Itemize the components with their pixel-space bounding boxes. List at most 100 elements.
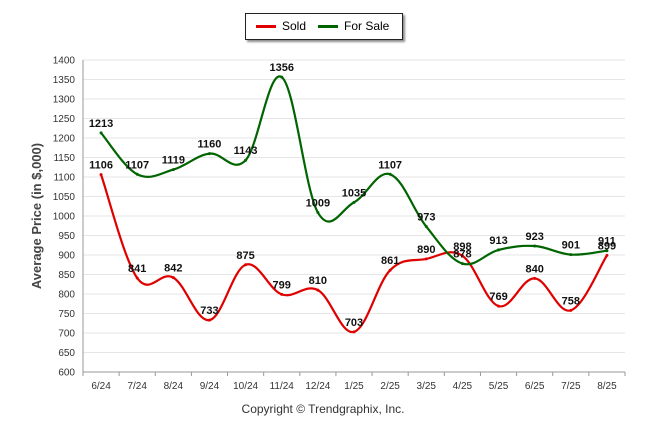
data-point-sold[interactable]	[605, 253, 609, 257]
data-point-sold[interactable]	[569, 308, 573, 312]
x-tick-label: 4/25	[453, 381, 473, 392]
data-label-sold: 875	[236, 250, 254, 262]
data-label-sold: 898	[453, 241, 471, 253]
y-tick-label: 1000	[53, 212, 76, 223]
x-tick-label: 3/25	[417, 381, 437, 392]
legend-swatch-for-sale	[318, 24, 338, 28]
y-tick-label: 600	[58, 368, 75, 379]
data-point-sold[interactable]	[460, 254, 464, 258]
x-tick-label: 1/25	[344, 381, 364, 392]
data-label-sold: 861	[381, 255, 399, 267]
series-lines	[99, 75, 609, 334]
data-point-for-sale[interactable]	[460, 262, 464, 266]
x-tick-label: 7/24	[127, 381, 147, 392]
data-label-sold: 758	[562, 295, 580, 307]
data-label-sold: 842	[164, 263, 182, 275]
data-point-for-sale[interactable]	[171, 168, 175, 172]
data-point-for-sale[interactable]	[207, 152, 211, 156]
grid-lines	[83, 59, 625, 373]
data-label-sold: 799	[273, 279, 291, 291]
data-point-sold[interactable]	[280, 292, 284, 296]
legend-item-for-sale[interactable]: For Sale	[318, 19, 389, 33]
legend-label-for-sale: For Sale	[344, 19, 390, 33]
data-label-for-sale: 973	[417, 212, 435, 224]
data-point-sold[interactable]	[316, 288, 320, 292]
data-label-for-sale: 911	[598, 236, 616, 248]
data-label-for-sale: 1356	[269, 62, 293, 74]
data-point-for-sale[interactable]	[316, 210, 320, 214]
data-label-for-sale: 1107	[125, 159, 149, 171]
y-tick-label: 1300	[53, 95, 76, 106]
x-tick-label: 6/24	[91, 381, 111, 392]
y-tick-label: 950	[58, 231, 75, 242]
data-label-sold: 840	[525, 263, 543, 275]
y-tick-label: 650	[58, 348, 75, 359]
data-point-for-sale[interactable]	[497, 248, 501, 252]
x-tick-label: 9/24	[200, 381, 220, 392]
data-point-for-sale[interactable]	[352, 200, 356, 204]
y-tick-label: 900	[58, 251, 75, 262]
data-label-for-sale: 1213	[89, 118, 113, 130]
data-point-sold[interactable]	[497, 304, 501, 308]
data-point-for-sale[interactable]	[135, 172, 139, 176]
data-point-for-sale[interactable]	[569, 253, 573, 257]
data-point-for-sale[interactable]	[605, 249, 609, 253]
y-axis-title: Average Price (in $,000)	[29, 143, 44, 289]
data-label-sold: 769	[489, 291, 507, 303]
data-point-sold[interactable]	[99, 173, 103, 177]
x-tick-label: 5/25	[489, 381, 509, 392]
x-tick-label: 6/25	[525, 381, 545, 392]
x-tick-label: 8/24	[164, 381, 184, 392]
x-tick-label: 11/24	[270, 381, 295, 392]
data-point-for-sale[interactable]	[280, 75, 284, 79]
data-point-for-sale[interactable]	[388, 172, 392, 176]
data-point-sold[interactable]	[388, 268, 392, 272]
data-point-sold[interactable]	[424, 257, 428, 261]
legend: Sold For Sale	[245, 13, 403, 40]
legend-swatch-sold	[256, 24, 276, 28]
y-tick-label: 1200	[53, 134, 76, 145]
data-label-for-sale: 1160	[198, 139, 222, 151]
data-label-for-sale: 913	[489, 235, 507, 247]
x-tick-label: 2/25	[380, 381, 400, 392]
y-tick-label: 1050	[53, 192, 76, 203]
data-label-sold: 1106	[89, 160, 113, 172]
x-tick-label: 10/24	[233, 381, 258, 392]
copyright-text: Copyright © Trendgraphix, Inc.	[241, 402, 405, 416]
data-label-sold: 841	[128, 263, 146, 275]
data-label-sold: 733	[200, 305, 218, 317]
data-label-for-sale: 1035	[342, 187, 366, 199]
data-point-sold[interactable]	[207, 318, 211, 322]
data-point-sold[interactable]	[352, 330, 356, 334]
y-tick-label: 700	[58, 329, 75, 340]
data-label-sold: 899	[598, 240, 616, 252]
x-tick-label: 7/25	[561, 381, 581, 392]
data-labels: 1106 841 842 733 875 799 810 703 861 890 898 769 840…	[89, 62, 616, 329]
data-label-for-sale: 901	[562, 240, 580, 252]
data-point-sold[interactable]	[533, 276, 537, 280]
data-point-for-sale[interactable]	[533, 244, 537, 248]
data-point-for-sale[interactable]	[424, 225, 428, 229]
series-line-for-sale	[100, 75, 608, 266]
axes: 600 650 700 750 800 850 900 950 1000 1050 1100 1150…	[53, 56, 626, 392]
data-point-for-sale[interactable]	[244, 158, 248, 162]
y-tick-label: 1400	[53, 56, 76, 67]
data-point-sold[interactable]	[135, 276, 139, 280]
y-tick-label: 1100	[53, 173, 75, 184]
data-label-for-sale: 1009	[306, 197, 330, 209]
data-label-sold: 890	[417, 244, 435, 256]
data-point-for-sale[interactable]	[99, 131, 103, 135]
x-tick-label: 8/25	[597, 381, 617, 392]
data-point-sold[interactable]	[171, 276, 175, 280]
legend-label-sold: Sold	[282, 19, 307, 33]
data-label-for-sale: 1143	[234, 145, 258, 157]
y-tick-label: 800	[58, 290, 75, 301]
y-tick-label: 750	[58, 309, 75, 320]
data-label-sold: 703	[345, 317, 363, 329]
y-tick-label: 1350	[53, 75, 76, 86]
data-label-for-sale: 1107	[378, 159, 402, 171]
data-point-sold[interactable]	[244, 263, 248, 267]
data-label-for-sale: 878	[453, 249, 471, 261]
legend-item-sold[interactable]: Sold	[256, 19, 306, 33]
